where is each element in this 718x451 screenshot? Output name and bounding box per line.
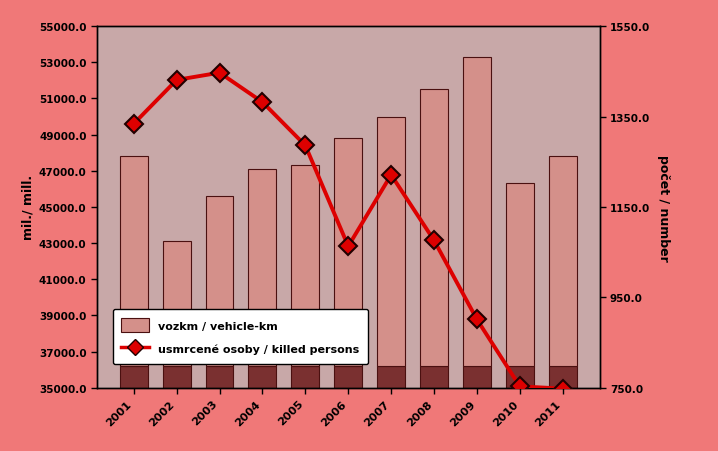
- Bar: [248, 366, 276, 388]
- Bar: [205, 366, 233, 388]
- Bar: [292, 366, 320, 388]
- Bar: [420, 90, 448, 366]
- Bar: [205, 197, 233, 366]
- Bar: [120, 157, 148, 366]
- Bar: [463, 366, 491, 388]
- Y-axis label: počet / number: počet / number: [657, 154, 670, 261]
- Bar: [506, 366, 533, 388]
- Bar: [549, 157, 577, 366]
- Bar: [463, 58, 491, 366]
- Bar: [506, 184, 533, 366]
- Bar: [292, 166, 320, 366]
- Bar: [420, 366, 448, 388]
- Legend: vozkm / vehicle-km, usmrcené osoby / killed persons: vozkm / vehicle-km, usmrcené osoby / kil…: [113, 309, 368, 364]
- Bar: [163, 242, 190, 366]
- Bar: [377, 366, 405, 388]
- Bar: [120, 366, 148, 388]
- Y-axis label: mil./ mill.: mil./ mill.: [22, 175, 34, 240]
- Bar: [377, 117, 405, 366]
- Bar: [335, 139, 362, 366]
- Bar: [549, 366, 577, 388]
- Bar: [163, 366, 190, 388]
- Bar: [335, 366, 362, 388]
- Bar: [248, 170, 276, 366]
